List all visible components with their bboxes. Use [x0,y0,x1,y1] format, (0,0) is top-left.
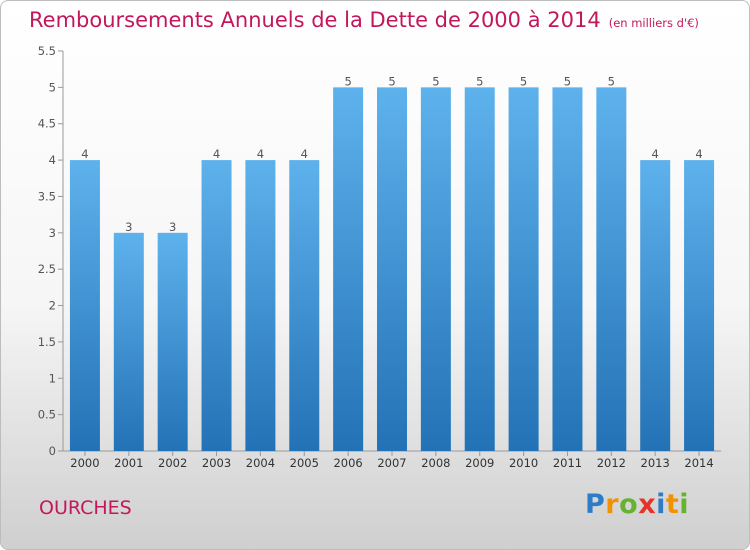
bar [684,160,715,451]
y-tick-label: 3 [49,226,56,240]
bar-data-label: 4 [81,147,88,161]
bar [508,87,539,451]
x-tick-label: 2000 [70,456,99,470]
chart-unit: (en milliers d'€) [608,16,699,30]
x-tick-label: 2014 [684,456,713,470]
x-tick-label: 2010 [509,456,538,470]
x-tick-label: 2007 [377,456,406,470]
bar [464,87,495,451]
chart-title-block: Remboursements Annuels de la Dette de 20… [29,8,699,32]
y-tick-label: 0 [49,444,56,458]
logo-letter: i [656,489,666,520]
bar [113,232,144,451]
bar-data-label: 4 [213,147,220,161]
bar-data-label: 5 [476,74,483,88]
bar [333,87,364,451]
bar [377,87,407,451]
bar-data-label: 5 [344,74,351,88]
logo-letter: x [638,489,657,520]
y-tick-label: 0.5 [38,408,56,422]
bar [69,160,100,451]
x-tick-label: 2008 [421,456,450,470]
logo-letter: r [605,489,620,520]
logo-letter: P [585,489,606,520]
logo-letter: i [679,489,690,520]
bar [157,232,188,451]
bar [640,160,671,451]
bar [552,87,583,451]
y-tick-label: 1 [49,371,56,385]
bar-data-label: 3 [169,220,176,234]
place-name: OURCHES [39,497,132,519]
x-tick-label: 2009 [465,456,494,470]
x-tick-label: 2002 [158,456,187,470]
logo-letter: o [619,489,639,520]
bar-data-label: 5 [520,74,527,88]
bar-data-label: 3 [125,220,132,234]
x-tick-label: 2005 [290,456,319,470]
chart-title: Remboursements Annuels de la Dette de 20… [29,8,601,32]
x-tick-label: 2012 [597,456,626,470]
y-tick-label: 1.5 [38,335,56,349]
bar-data-label: 4 [652,147,659,161]
bar-data-label: 4 [695,147,702,161]
bar-data-label: 4 [301,147,308,161]
bar-data-label: 5 [432,74,439,88]
y-tick-label: 4 [49,153,56,167]
x-tick-label: 2001 [114,456,143,470]
bar-data-label: 5 [608,74,615,88]
logo-letter: t [665,489,680,520]
bar-data-label: 5 [388,74,395,88]
bar [289,160,320,451]
bar [245,160,276,451]
y-tick-label: 5 [49,80,56,94]
x-tick-label: 2013 [641,456,670,470]
x-tick-label: 2004 [246,456,275,470]
bar [420,87,451,451]
bar-data-label: 5 [564,74,571,88]
y-tick-label: 4.5 [38,117,56,131]
y-tick-label: 2.5 [38,262,56,276]
y-tick-label: 2 [49,299,56,313]
x-tick-label: 2003 [202,456,231,470]
y-tick-label: 5.5 [38,44,56,58]
bar [596,87,627,451]
bar-data-label: 4 [257,147,264,161]
bar [201,160,232,451]
proxiti-logo: Proxiti [585,489,689,520]
y-tick-label: 3.5 [38,189,56,203]
x-tick-label: 2011 [553,456,582,470]
x-tick-label: 2006 [333,456,362,470]
